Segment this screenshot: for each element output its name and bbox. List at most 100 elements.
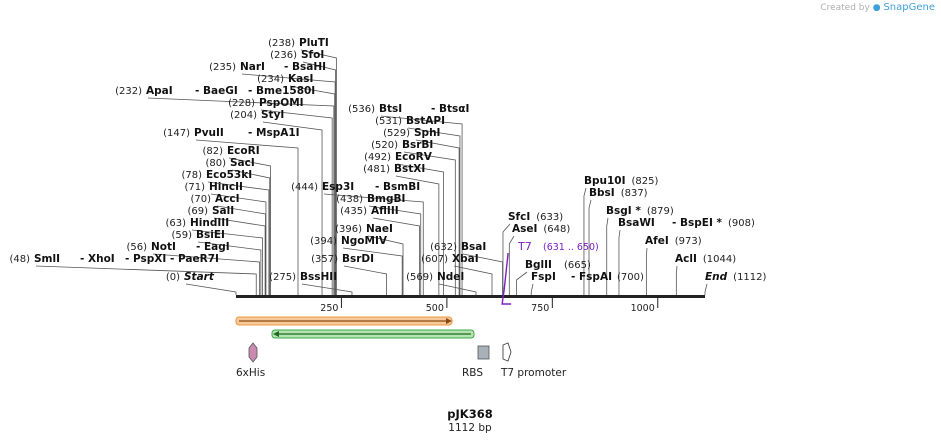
site-fspi[interactable]: FspI	[531, 271, 556, 283]
site-eagi[interactable]: - EagI	[196, 241, 230, 253]
site-bsahi[interactable]: - BsaHI	[284, 61, 326, 73]
site-label-sfci: SfcI	[508, 211, 530, 223]
site-ndei[interactable]: NdeI (569)	[406, 271, 464, 283]
site-bglii[interactable]: BglII (665)	[525, 259, 591, 271]
site-label-xbai: XbaI	[452, 253, 479, 265]
primer-t7[interactable]: T7 (631 .. 650)	[501, 240, 599, 305]
site-label-bsrbi: BsrBI	[402, 139, 433, 151]
site-leader-sphi	[415, 139, 460, 295]
axis-tick-label-750: 750	[531, 303, 549, 314]
site-eco53ki[interactable]: Eco53kI (78)	[181, 169, 252, 181]
feature-t7-promoter[interactable]: T7 promoter	[500, 342, 567, 379]
site-xhoi[interactable]: - XhoI	[80, 253, 115, 265]
site-bstxi[interactable]: BstXI (481)	[363, 163, 425, 175]
site-bstapi[interactable]: BstAPI (531)	[375, 115, 445, 127]
site-ecorv[interactable]: EcoRV (492)	[364, 151, 433, 163]
site-leader-bsrbi	[403, 151, 456, 295]
site-bsmbi[interactable]: - BsmBI	[375, 181, 420, 193]
site-position-bstxi: (481)	[363, 164, 390, 175]
site-label-acci: AccI	[215, 193, 239, 205]
site-bbsi[interactable]: BbsI (837)	[589, 187, 648, 199]
site-acci[interactable]: AccI (70)	[190, 193, 239, 205]
site-position-ecorv: (492)	[364, 152, 391, 163]
site-baegi[interactable]: - BaeGI	[195, 85, 238, 97]
site-position-bbsi: (837)	[621, 188, 648, 199]
site-start[interactable]: Start (0)	[166, 271, 215, 283]
site-position-pvuii: (147)	[163, 128, 190, 139]
site-bmgbi[interactable]: BmgBI (438)	[336, 193, 405, 205]
feature-6xhis[interactable]: 6xHis	[236, 342, 265, 379]
site-paer7i[interactable]: - PaeR7I	[170, 253, 219, 265]
site-label-bpu10i: Bpu10I	[584, 175, 626, 187]
site-fspai[interactable]: - FspAI (700)	[571, 271, 644, 283]
site-esp3i[interactable]: Esp3I (444)	[291, 181, 354, 193]
site-leader-hincii	[210, 193, 267, 295]
site-sfoi[interactable]: SfoI (236)	[270, 49, 324, 61]
site-leader-styi	[262, 121, 323, 295]
primer-t7-label: T7	[517, 240, 532, 253]
site-bts-i[interactable]: - BtsαI	[431, 103, 469, 115]
site-sali[interactable]: SalI (69)	[187, 205, 234, 217]
site-ngomiv[interactable]: NgoMIV (394)	[310, 235, 388, 247]
site-hindiii[interactable]: HindIII (63)	[165, 217, 229, 229]
site-afliii[interactable]: AflIII (435)	[340, 205, 399, 217]
site-bsgi[interactable]: BsgI * (879)	[606, 205, 674, 217]
site-position-esp3i: (444)	[291, 182, 318, 193]
site-label-pspomi: PspOMI	[259, 97, 304, 109]
site-nari[interactable]: NarI (235)	[209, 61, 265, 73]
site-end[interactable]: End (1112)	[705, 271, 767, 283]
site-sfci[interactable]: SfcI (633)	[508, 211, 563, 223]
site-apai[interactable]: ApaI (232)	[115, 85, 173, 97]
site-bsiei[interactable]: BsiEI (59)	[171, 229, 224, 241]
site-label-bsrdi: BsrDI	[342, 253, 374, 265]
site-smli[interactable]: SmlI (48)	[9, 253, 60, 265]
site-label-apai: ApaI	[146, 85, 173, 97]
site-bsrdi[interactable]: BsrDI (357)	[311, 253, 374, 265]
site-mspa1i[interactable]: - MspA1I	[248, 127, 300, 139]
site-asei[interactable]: AseI (648)	[512, 223, 570, 235]
plasmid-length: 1112 bp	[448, 422, 492, 434]
site-sphi[interactable]: SphI (529)	[383, 127, 440, 139]
site-naei[interactable]: NaeI (396)	[335, 223, 393, 235]
site-pspomi[interactable]: PspOMI (228)	[228, 97, 303, 109]
site-pspxi[interactable]: - PspXI	[125, 253, 166, 265]
site-bsawi[interactable]: BsaWI	[618, 217, 655, 229]
feature-rbs[interactable]: RBS	[462, 345, 490, 379]
site-saci[interactable]: SacI (80)	[205, 157, 254, 169]
site-noti[interactable]: NotI (56)	[126, 241, 175, 253]
site-label-acli: AclI	[675, 253, 697, 265]
site-bsrbi[interactable]: BsrBI (520)	[371, 139, 433, 151]
site-btsi[interactable]: BtsI (536)	[348, 103, 402, 115]
orf-orange[interactable]	[235, 316, 453, 326]
site-bpu10i[interactable]: Bpu10I (825)	[584, 175, 659, 187]
site-label-afliii: AflIII	[371, 205, 399, 217]
site-leader-eco53ki	[207, 181, 270, 295]
site-bme1580i[interactable]: - Bme1580I	[248, 85, 315, 97]
site-acli[interactable]: AclI (1044)	[675, 253, 736, 265]
t7-promoter-arrow-icon	[502, 342, 512, 362]
site-bsai[interactable]: BsaI (632)	[430, 241, 486, 253]
site-kasi[interactable]: KasI (234)	[257, 73, 313, 85]
site-label-sphi: SphI	[414, 127, 440, 139]
site-xbai[interactable]: XbaI (607)	[421, 253, 479, 265]
site-position-eco53ki: (78)	[181, 170, 202, 181]
site-leader-sali	[213, 217, 266, 295]
rbs-box-icon	[477, 345, 490, 360]
site-label-bbsi: BbsI	[589, 187, 615, 199]
site-bsshii[interactable]: BssHII (275)	[269, 271, 337, 283]
site-leader-pvuii	[195, 139, 299, 295]
site-label-bstxi: BstXI	[394, 163, 425, 175]
site-position-fspai: (700)	[617, 272, 644, 283]
site-position-bsgi: (879)	[647, 206, 674, 217]
site-bspei[interactable]: - BspEI * (908)	[672, 217, 755, 229]
site-position-xbai: (607)	[421, 254, 448, 265]
site-position-nari: (235)	[209, 62, 236, 73]
site-pvuii[interactable]: PvuII (147)	[163, 127, 224, 139]
site-afei[interactable]: AfeI (973)	[645, 235, 702, 247]
orf-green[interactable]	[271, 329, 475, 339]
site-position-hincii: (71)	[184, 182, 205, 193]
site-styi[interactable]: StyI (204)	[230, 109, 284, 121]
site-hincii[interactable]: HincII (71)	[184, 181, 242, 193]
site-ecori[interactable]: EcoRI (82)	[202, 145, 259, 157]
site-pluti[interactable]: PluTI (238)	[268, 37, 329, 49]
